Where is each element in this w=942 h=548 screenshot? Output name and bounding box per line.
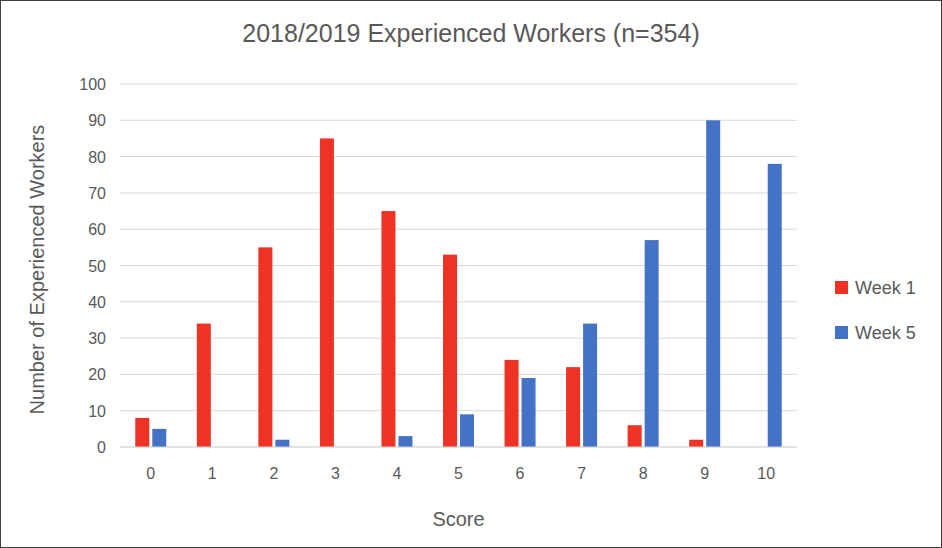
x-tick-label: 6 bbox=[516, 465, 525, 482]
y-tick-label: 70 bbox=[88, 185, 106, 202]
x-axis-line bbox=[120, 447, 797, 448]
y-tick-label: 50 bbox=[88, 258, 106, 275]
bar bbox=[381, 211, 395, 447]
bar bbox=[566, 367, 580, 447]
chart-border bbox=[1, 1, 942, 548]
grid-line bbox=[120, 229, 797, 230]
x-axis-title: Score bbox=[432, 508, 484, 530]
legend-swatch bbox=[835, 326, 848, 339]
y-tick-label: 0 bbox=[97, 439, 106, 456]
grid-line bbox=[120, 374, 797, 375]
grid-line bbox=[120, 447, 797, 448]
grid-line bbox=[120, 265, 797, 266]
chart-title: 2018/2019 Experienced Workers (n=354) bbox=[242, 19, 699, 47]
y-tick-label: 100 bbox=[79, 76, 106, 93]
legend-swatch bbox=[835, 281, 848, 294]
bar bbox=[706, 120, 720, 447]
y-tick-label: 60 bbox=[88, 221, 106, 238]
x-tick-label: 2 bbox=[269, 465, 278, 482]
bar bbox=[275, 440, 289, 447]
y-axis-title: Number of Experienced Workers bbox=[26, 125, 48, 415]
bar bbox=[443, 255, 457, 447]
y-tick-label: 30 bbox=[88, 330, 106, 347]
grid-line bbox=[120, 301, 797, 302]
grid-line bbox=[120, 410, 797, 411]
bar bbox=[135, 418, 149, 447]
legend-label: Week 5 bbox=[855, 323, 916, 343]
bar bbox=[197, 324, 211, 447]
x-tick-label: 1 bbox=[208, 465, 217, 482]
grid-line bbox=[120, 84, 797, 85]
bar bbox=[645, 240, 659, 447]
bar bbox=[258, 247, 272, 447]
bar bbox=[505, 360, 519, 447]
bar bbox=[152, 429, 166, 447]
x-tick-label: 9 bbox=[700, 465, 709, 482]
x-tick-label: 5 bbox=[454, 465, 463, 482]
grid-line bbox=[120, 120, 797, 121]
y-tick-label: 20 bbox=[88, 366, 106, 383]
bar bbox=[689, 440, 703, 447]
grid-line bbox=[120, 156, 797, 157]
y-tick-label: 90 bbox=[88, 112, 106, 129]
grid-line bbox=[120, 338, 797, 339]
x-tick-label: 3 bbox=[331, 465, 340, 482]
bar bbox=[628, 425, 642, 447]
x-tick-label: 0 bbox=[146, 465, 155, 482]
chart-svg: 2018/2019 Experienced Workers (n=354)010… bbox=[0, 0, 942, 548]
bar bbox=[460, 414, 474, 447]
chart-container: 2018/2019 Experienced Workers (n=354)010… bbox=[0, 0, 942, 548]
legend-label: Week 1 bbox=[855, 278, 916, 298]
y-tick-label: 10 bbox=[88, 403, 106, 420]
y-tick-label: 40 bbox=[88, 294, 106, 311]
grid-line bbox=[120, 192, 797, 193]
x-tick-label: 4 bbox=[393, 465, 402, 482]
x-tick-label: 8 bbox=[639, 465, 648, 482]
y-tick-label: 80 bbox=[88, 149, 106, 166]
bar bbox=[768, 164, 782, 447]
x-tick-label: 10 bbox=[757, 465, 775, 482]
x-tick-label: 7 bbox=[577, 465, 586, 482]
bar bbox=[583, 324, 597, 447]
bar bbox=[320, 138, 334, 447]
bar bbox=[522, 378, 536, 447]
bars bbox=[135, 120, 781, 447]
bar bbox=[398, 436, 412, 447]
